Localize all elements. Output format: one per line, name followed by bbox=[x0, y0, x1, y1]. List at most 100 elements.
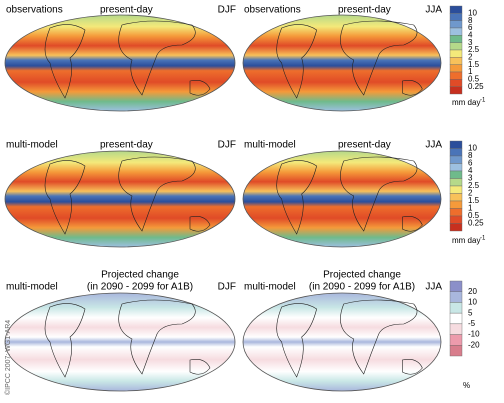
colorbar-swatch bbox=[449, 13, 463, 21]
season-label: DJF bbox=[218, 5, 236, 16]
colorbar-unit-sup: -1 bbox=[480, 236, 486, 242]
map bbox=[242, 150, 442, 248]
colorbar-tick-label: 1.5 bbox=[468, 196, 480, 205]
colorbar-swatch bbox=[449, 334, 463, 346]
coastline bbox=[276, 160, 317, 235]
panel-label: multi-model bbox=[6, 282, 58, 293]
colorbar-swatch bbox=[449, 312, 463, 325]
map bbox=[4, 150, 236, 248]
colorbar-tick-label: 2.5 bbox=[468, 45, 480, 54]
colorbar-unit: mm day bbox=[452, 98, 480, 107]
panel-label: multi-model bbox=[6, 140, 58, 151]
coastline bbox=[402, 359, 423, 375]
map bbox=[242, 292, 442, 392]
coastline bbox=[118, 20, 196, 96]
colorbar-tick-label: 10 bbox=[468, 144, 477, 153]
colorbar-tick-label: 2 bbox=[468, 52, 473, 61]
colorbar-tick-label: 10 bbox=[468, 8, 477, 17]
panel-title: present-day bbox=[100, 5, 153, 16]
colorbar-tick-label: -10 bbox=[468, 330, 480, 339]
colorbar-tick-label: 1.5 bbox=[468, 60, 480, 69]
coastline bbox=[118, 156, 196, 232]
colorbar-swatch bbox=[449, 57, 463, 65]
colorbar-tick-label: 2.5 bbox=[468, 181, 480, 190]
colorbar-swatch bbox=[449, 223, 463, 232]
season-label: JJA bbox=[425, 282, 442, 293]
coastline bbox=[402, 216, 423, 232]
colorbar-tick-label: 0.25 bbox=[468, 82, 484, 91]
map bbox=[4, 292, 236, 392]
panel-title: present-day bbox=[338, 140, 391, 151]
colorbar-swatch bbox=[449, 71, 463, 80]
colorbar-swatch bbox=[449, 42, 463, 51]
colorbar-tick-label: 0.25 bbox=[468, 219, 484, 228]
colorbar-swatch bbox=[449, 170, 463, 179]
colorbar-tick-label: 8 bbox=[468, 151, 473, 160]
colorbar-tick-label: 5 bbox=[468, 308, 473, 317]
panel-subtitle: (in 2090 - 2099 for A1B) bbox=[87, 282, 193, 293]
colorbar-swatch bbox=[449, 193, 463, 202]
colorbar-tick-label: 4 bbox=[468, 30, 473, 39]
panel-subtitle: (in 2090 - 2099 for A1B) bbox=[309, 282, 415, 293]
colorbar-swatch bbox=[449, 291, 463, 303]
season-label: DJF bbox=[218, 282, 236, 293]
coastline bbox=[189, 80, 211, 96]
map bbox=[242, 14, 442, 112]
colorbar-swatch bbox=[449, 49, 463, 58]
coastline bbox=[118, 299, 196, 375]
season-label: DJF bbox=[218, 140, 236, 151]
colorbar-swatch bbox=[449, 185, 463, 194]
colorbar-tick-label: 2 bbox=[468, 189, 473, 198]
panel-title: present-day bbox=[338, 5, 391, 16]
season-label: JJA bbox=[425, 5, 442, 16]
coastline bbox=[189, 359, 211, 375]
colorbar-swatch bbox=[449, 148, 463, 157]
coastline bbox=[276, 303, 317, 378]
colorbar-tick-label: 10 bbox=[468, 298, 477, 307]
panel-title: present-day bbox=[100, 140, 153, 151]
colorbar-unit-sup: -1 bbox=[480, 98, 486, 104]
coastline bbox=[276, 24, 317, 99]
colorbar-swatch bbox=[449, 64, 463, 73]
colorbar-swatch bbox=[449, 208, 463, 217]
colorbar-swatch bbox=[449, 302, 463, 314]
colorbar-tick-label: 3 bbox=[468, 174, 473, 183]
colorbar-swatch bbox=[449, 86, 463, 95]
colorbar-swatch bbox=[449, 200, 463, 209]
coastline bbox=[402, 80, 423, 96]
colorbar-tick-label: 20 bbox=[468, 287, 477, 296]
colorbar-swatch bbox=[449, 163, 463, 172]
colorbar-swatch bbox=[449, 215, 463, 224]
colorbar-tick-label: 1 bbox=[468, 67, 473, 76]
colorbar-tick-label: 6 bbox=[468, 23, 473, 32]
coastline bbox=[340, 20, 418, 96]
map bbox=[4, 14, 236, 112]
colorbar-swatch bbox=[449, 155, 463, 164]
panel-label: observations bbox=[6, 5, 63, 16]
colorbar-swatch bbox=[449, 5, 463, 14]
colorbar-swatch bbox=[449, 20, 463, 29]
colorbar-swatch bbox=[449, 178, 463, 187]
panel-label: multi-model bbox=[244, 282, 296, 293]
colorbar-tick-label: 4 bbox=[468, 166, 473, 175]
colorbar-tick-label: 0.5 bbox=[468, 211, 480, 220]
colorbar-tick-label: 1 bbox=[468, 204, 473, 213]
colorbar-swatch bbox=[449, 345, 463, 357]
credit: ©IPCC 2007: WG1-AR4 bbox=[4, 320, 12, 395]
panel-title: Projected change bbox=[323, 270, 401, 281]
colorbar-unit: mm day bbox=[452, 236, 480, 245]
panel-label: observations bbox=[244, 5, 301, 16]
coastline bbox=[44, 160, 86, 235]
season-label: JJA bbox=[425, 140, 442, 151]
colorbar-unit: % bbox=[463, 381, 470, 390]
colorbar-swatch bbox=[449, 140, 463, 149]
coastline bbox=[340, 299, 418, 375]
colorbar-swatch bbox=[449, 280, 463, 292]
colorbar-tick-label: 0.5 bbox=[468, 74, 480, 83]
coastline bbox=[340, 156, 418, 232]
colorbar-tick-label: -20 bbox=[468, 340, 480, 349]
colorbar-tick-label: 3 bbox=[468, 38, 473, 47]
colorbar-swatch bbox=[449, 27, 463, 36]
colorbar-tick-label: -5 bbox=[468, 319, 476, 328]
